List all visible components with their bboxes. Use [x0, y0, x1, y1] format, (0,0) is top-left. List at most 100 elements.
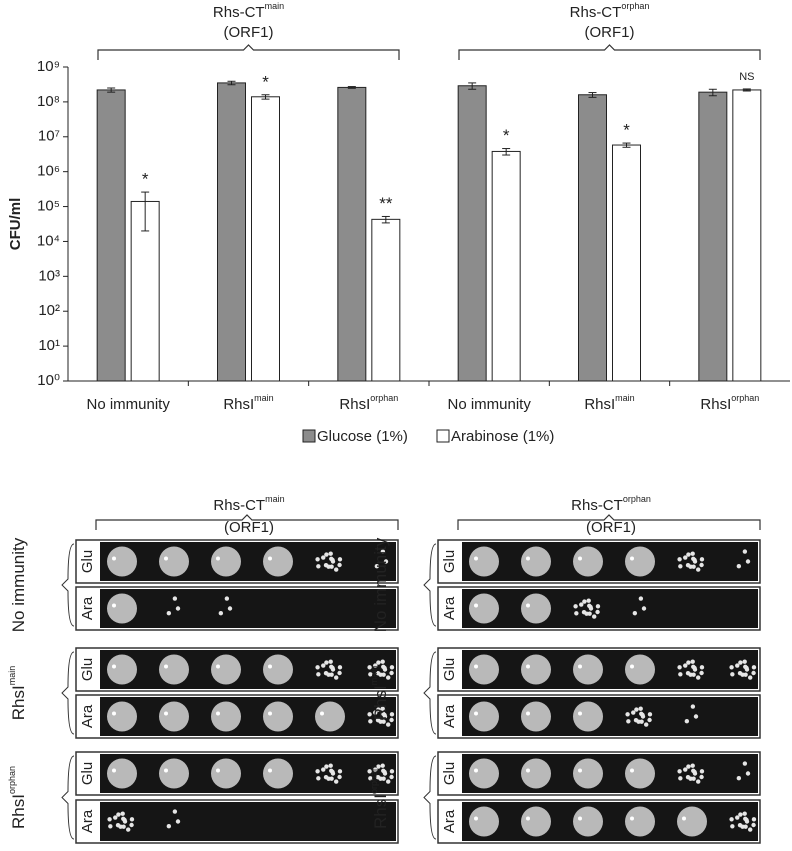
colony — [626, 719, 631, 724]
spot-highlight — [630, 556, 634, 561]
spot — [625, 806, 655, 837]
spot-highlight — [216, 768, 220, 773]
colony — [582, 599, 587, 604]
condition-label: Ara — [441, 596, 458, 620]
colony — [373, 767, 378, 772]
colony — [374, 564, 380, 569]
group-subtitle: (ORF1) — [585, 24, 635, 41]
significance-label: ** — [379, 194, 393, 213]
colony — [690, 763, 695, 768]
row-group-label-base: RhsI — [371, 794, 390, 829]
colony — [678, 672, 683, 677]
colony — [315, 665, 320, 670]
colony — [381, 719, 386, 724]
colony — [699, 774, 704, 780]
spot-highlight — [526, 711, 530, 716]
condition-label: Ara — [441, 809, 458, 833]
colony — [736, 564, 742, 569]
spot — [521, 758, 551, 789]
colony — [367, 665, 372, 670]
condition-label: Glu — [441, 550, 458, 573]
error-bar — [468, 82, 477, 90]
colony — [751, 665, 757, 670]
colony — [386, 675, 391, 680]
colony — [380, 763, 385, 768]
colony — [380, 659, 385, 664]
legend-swatch — [436, 429, 450, 443]
row-group-label-sup: main — [7, 666, 17, 686]
colony — [595, 604, 601, 609]
colony — [381, 664, 386, 669]
spot — [469, 701, 499, 732]
colony — [574, 611, 579, 616]
colony — [748, 675, 753, 680]
colony — [730, 824, 735, 829]
row-group-label-base: No immunity — [9, 537, 28, 632]
colony — [691, 556, 696, 561]
colony — [316, 564, 321, 569]
colony — [129, 817, 135, 822]
significance-label: NS — [739, 71, 754, 83]
spot-highlight — [526, 768, 530, 773]
colony — [641, 606, 647, 611]
colony — [743, 672, 748, 677]
bar — [337, 86, 367, 382]
spot-highlight — [164, 664, 168, 669]
spot — [573, 654, 603, 685]
spot-image — [462, 589, 758, 628]
colony — [316, 776, 321, 781]
error-bar — [141, 191, 150, 232]
colony — [634, 707, 639, 712]
colony — [166, 611, 172, 616]
colony — [389, 712, 395, 717]
colony — [677, 769, 682, 774]
colony — [699, 562, 704, 568]
row-group-label: RhsIorphan — [369, 766, 390, 829]
condition-label: Ara — [79, 704, 96, 728]
colony — [691, 768, 696, 773]
bracket — [97, 44, 400, 60]
spot-highlight — [216, 664, 220, 669]
bracket — [95, 514, 399, 530]
condition-label: Ara — [79, 596, 96, 620]
colony — [373, 663, 378, 668]
x-tick-label-sup: orphan — [731, 393, 759, 403]
colony — [690, 551, 695, 556]
colony — [337, 557, 343, 562]
spot — [107, 701, 137, 732]
colony — [647, 712, 653, 717]
error-bar — [227, 80, 236, 86]
legend-label: Glucose (1%) — [317, 428, 408, 445]
colony — [631, 710, 636, 715]
error-bar — [381, 215, 390, 224]
y-tick-label: 10⁶ — [37, 163, 60, 180]
colony — [334, 567, 339, 572]
spot-highlight — [474, 711, 478, 716]
condition-label: Glu — [79, 550, 96, 573]
spot — [107, 758, 137, 789]
colony — [324, 660, 329, 665]
colony — [337, 562, 342, 568]
colony — [644, 722, 649, 727]
colony — [696, 675, 701, 680]
spot-image — [462, 697, 758, 736]
colony — [337, 670, 342, 676]
colony — [690, 659, 695, 664]
colony — [729, 817, 734, 822]
bar — [491, 150, 521, 382]
spot-image — [100, 542, 396, 581]
error-bar — [742, 88, 751, 92]
colony — [116, 812, 121, 817]
colony — [638, 596, 644, 601]
colony — [677, 665, 682, 670]
bar — [612, 144, 641, 382]
spot — [211, 546, 241, 577]
colony — [172, 809, 178, 814]
colony — [329, 768, 334, 773]
x-tick-label: No immunity — [447, 396, 531, 413]
row-group-label-sup: orphan — [369, 766, 379, 794]
panel-subtitle: (ORF1) — [224, 519, 274, 536]
colony — [632, 611, 638, 616]
colony — [678, 564, 683, 569]
colony — [386, 779, 391, 784]
